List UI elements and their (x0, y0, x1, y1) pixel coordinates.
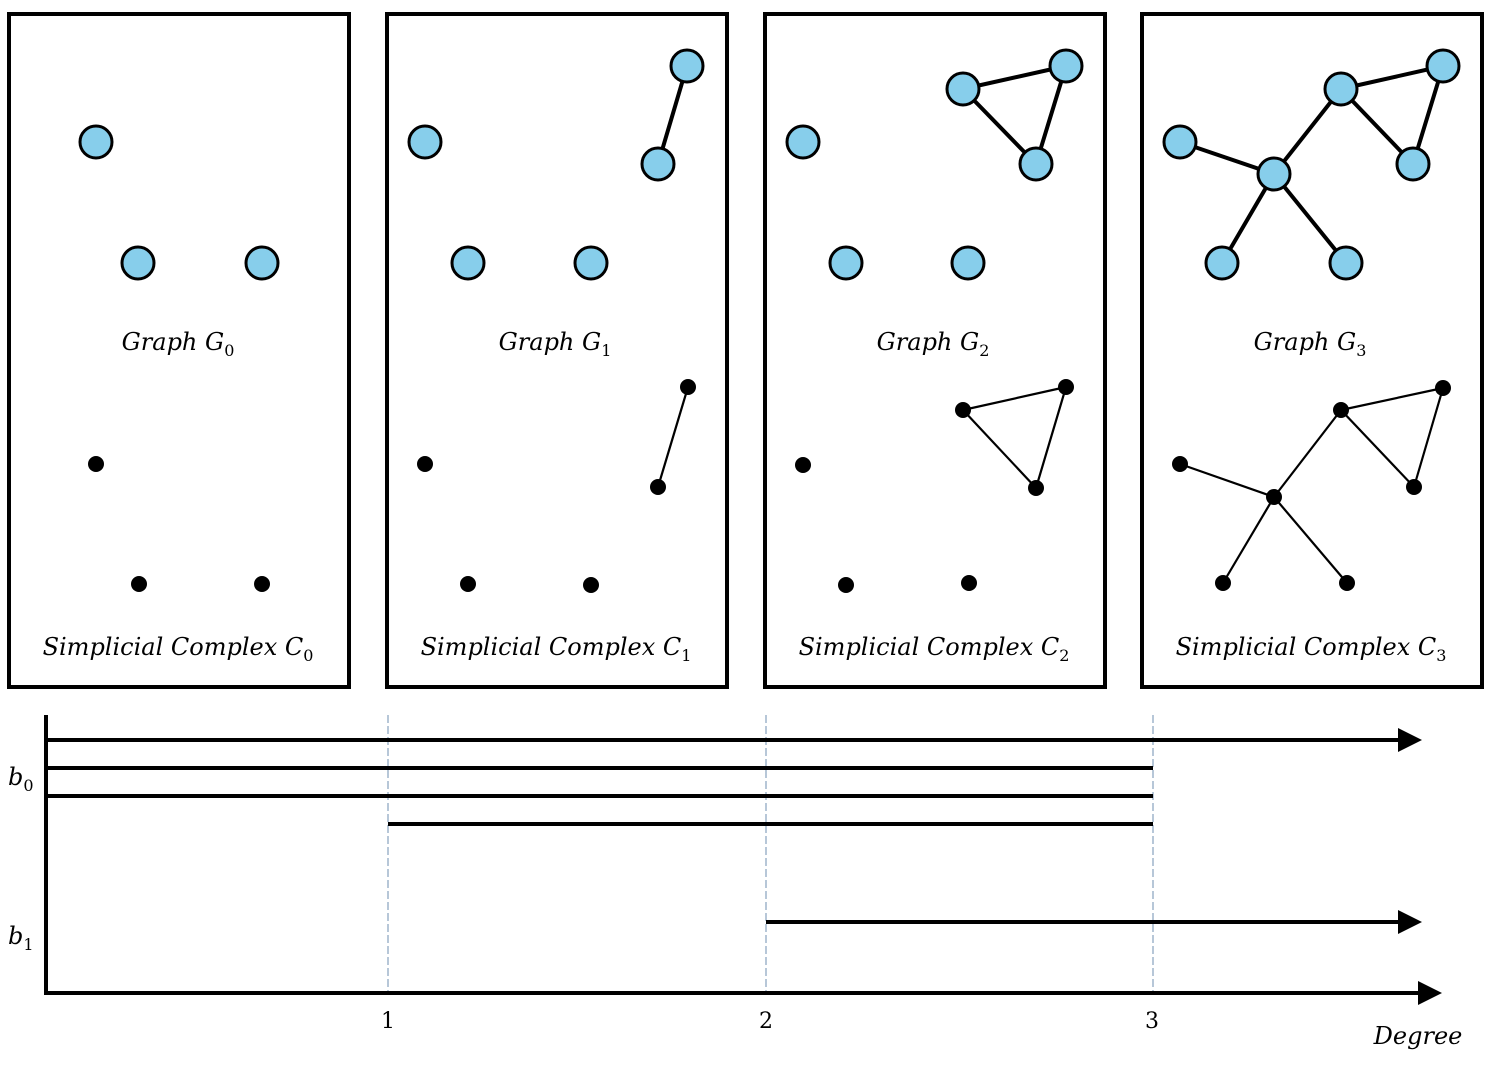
complex-vertex (1339, 575, 1355, 591)
graph-node (1395, 146, 1431, 182)
complex-vertex (1172, 456, 1188, 472)
complex-vertex (254, 576, 270, 592)
complex-vertex (961, 575, 977, 591)
graph-edge (1272, 172, 1348, 265)
complex-edge (656, 386, 690, 488)
panel-3: Graph G3 Simplicial Complex C3 (1140, 12, 1484, 689)
panel-1: Graph G1 Simplicial Complex C1 (385, 12, 729, 689)
graph-label: Graph G2 (877, 328, 990, 360)
graph-node (1048, 48, 1084, 84)
graph-g2 (785, 48, 1084, 281)
graph-g1 (407, 48, 705, 281)
graph-node (828, 245, 864, 281)
graph-node (1204, 245, 1240, 281)
graph-node (1256, 156, 1292, 192)
complex-vertex (88, 456, 104, 472)
graph-node (1162, 124, 1198, 160)
graph-label: Graph G3 (1254, 328, 1367, 360)
complex-c0 (88, 456, 270, 592)
complex-vertex (1028, 480, 1044, 496)
complex-vertex (1215, 575, 1231, 591)
graph-g3 (1162, 48, 1461, 281)
complex-edge (962, 385, 1067, 412)
complex-label: Simplicial Complex C1 (421, 633, 692, 665)
complex-c2 (795, 379, 1074, 593)
complex-label: Simplicial Complex C3 (1176, 633, 1447, 665)
graph-node (1328, 245, 1364, 281)
graph-node (640, 146, 676, 182)
graph-label: Graph G0 (122, 328, 235, 360)
graph-label: Graph G1 (499, 328, 612, 360)
graph-node (407, 124, 443, 160)
tick-label-3: 3 (1145, 1009, 1159, 1034)
complex-label: Simplicial Complex C0 (43, 633, 314, 665)
b0-bar-group (46, 728, 1422, 826)
complex-vertex (650, 479, 666, 495)
complex-vertex (955, 402, 971, 418)
graph-node (573, 245, 609, 281)
complex-vertex (131, 576, 147, 592)
complex-vertex (583, 577, 599, 593)
complex-vertex (680, 379, 696, 395)
complex-edge (1340, 386, 1444, 412)
graph-node (945, 71, 981, 107)
complex-vertex (460, 576, 476, 592)
x-axis-label: Degree (1373, 1022, 1463, 1050)
complex-vertex (1058, 379, 1074, 395)
graph-node (1425, 48, 1461, 84)
complex-edge (1179, 462, 1275, 499)
complex-label: Simplicial Complex C2 (799, 633, 1070, 665)
panel-2: Graph G2 Simplicial Complex C2 (763, 12, 1107, 689)
complex-c1 (417, 379, 696, 593)
complex-edge (1273, 409, 1342, 498)
complex-edge (1412, 387, 1445, 488)
b1-label: b1 (8, 922, 34, 954)
complex-edge (1273, 496, 1348, 584)
complex-vertex (1333, 402, 1349, 418)
graph-node (1018, 146, 1054, 182)
tick-label-1: 1 (381, 1009, 395, 1034)
complex-vertex (1266, 489, 1282, 505)
panel-0: Graph G0 Simplicial Complex C0 (7, 12, 351, 689)
complex-edge (962, 409, 1037, 489)
complex-edge (1340, 409, 1415, 488)
graph-node (78, 124, 114, 160)
persistence-barcode: b0 b1 1 2 3 Degree (8, 715, 1462, 1050)
graph-node (244, 245, 280, 281)
graph-edge (1272, 87, 1343, 176)
graph-node (1323, 71, 1359, 107)
graph-g0 (78, 124, 280, 281)
complex-edge (1222, 496, 1275, 584)
complex-vertex (1435, 380, 1451, 396)
graph-node (669, 48, 705, 84)
b0-label: b0 (8, 763, 34, 795)
tick-label-2: 2 (759, 1009, 773, 1034)
complex-vertex (838, 577, 854, 593)
graph-node (785, 124, 821, 160)
graph-node (120, 245, 156, 281)
complex-edge (1034, 386, 1068, 489)
graph-node (950, 245, 986, 281)
complex-vertex (417, 456, 433, 472)
complex-vertex (795, 457, 811, 473)
panel-frame (7, 12, 351, 689)
graph-edge (961, 64, 1068, 91)
complex-c3 (1172, 380, 1451, 591)
graph-node (450, 245, 486, 281)
complex-vertex (1406, 479, 1422, 495)
